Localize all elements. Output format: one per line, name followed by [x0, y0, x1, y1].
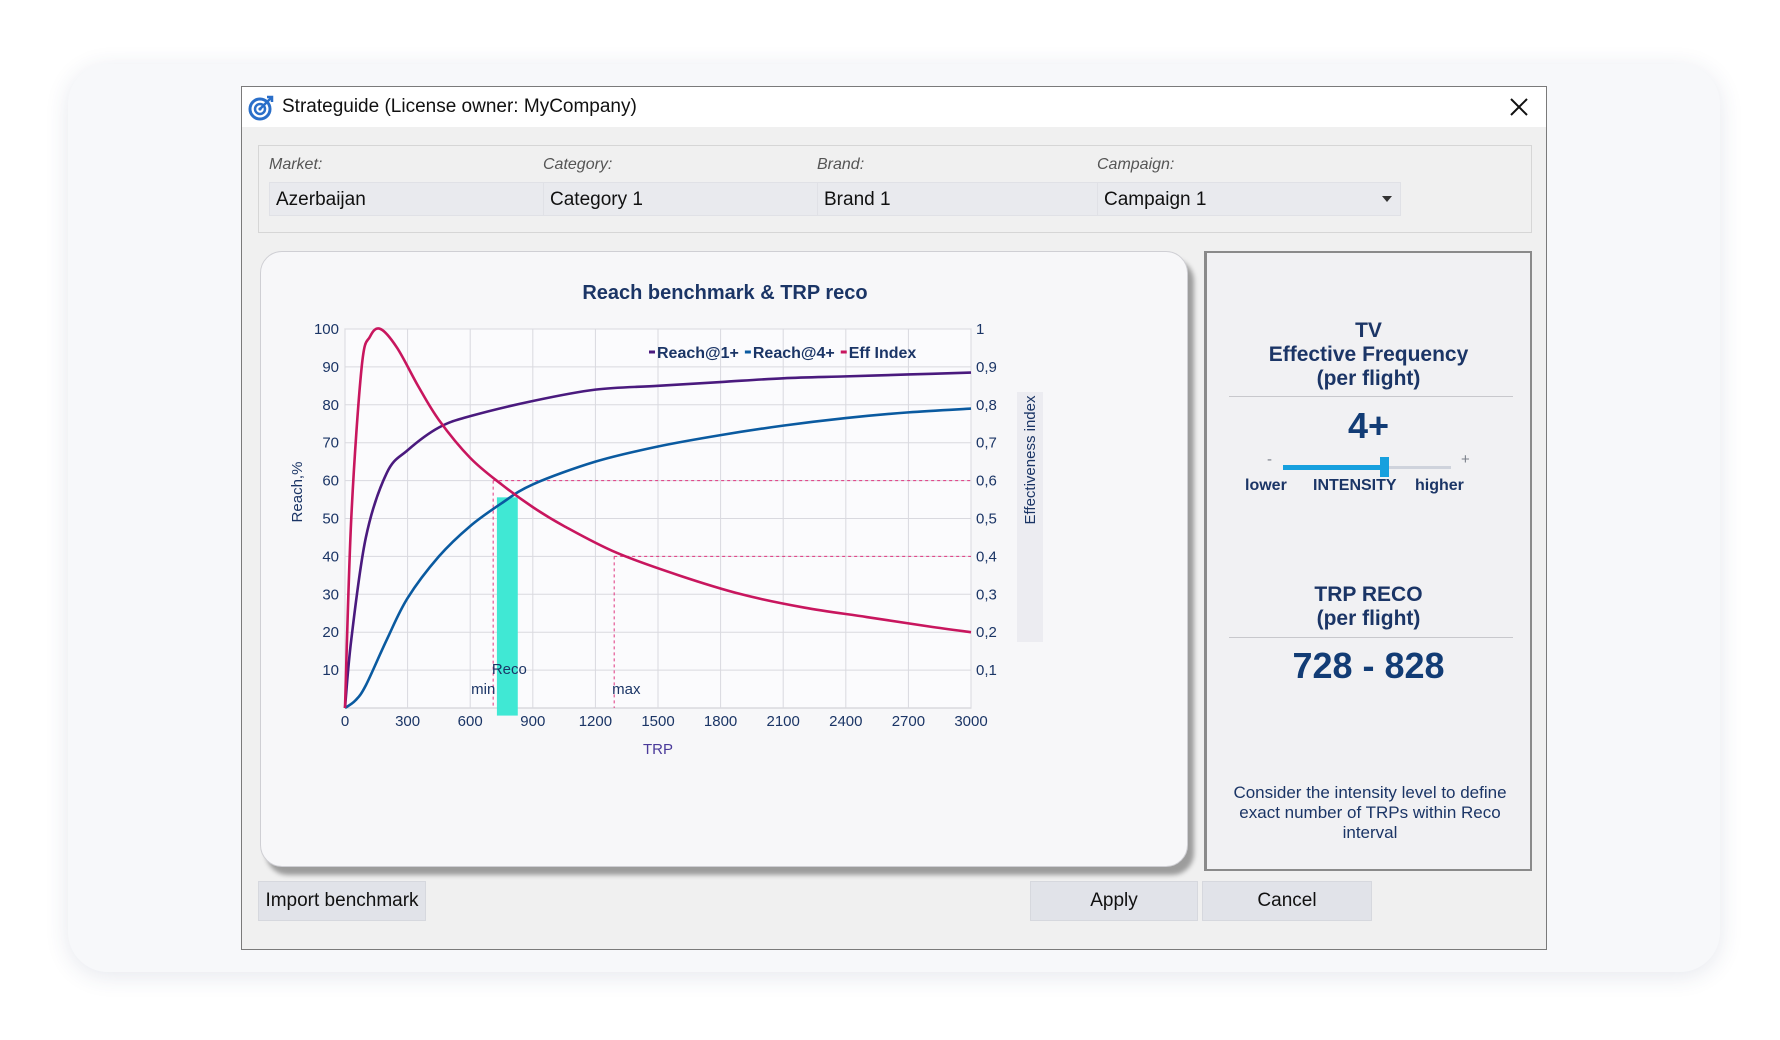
x-tick-label: 900 [520, 713, 545, 730]
x-tick-label: 1200 [579, 713, 612, 730]
campaign-label: Campaign: [1097, 156, 1175, 173]
reco-label: Reco [492, 661, 527, 678]
y-axis-label: Reach,% [289, 462, 306, 523]
slider-handle[interactable] [1379, 457, 1389, 477]
marker-label: max [612, 681, 641, 698]
y-tick-label: 50 [322, 511, 339, 528]
category-label: Category: [543, 156, 613, 173]
slider-fill [1283, 465, 1384, 470]
y2-tick-label: 0,6 [976, 473, 997, 490]
import-benchmark-button[interactable]: Import benchmark [258, 881, 426, 921]
chart-title: Reach benchmark & TRP reco [582, 282, 867, 304]
reach-chart: 0 300 600 900 1200 1500 1800 2100 2400 2700 300010… [289, 282, 1043, 758]
reco-note: Consider the intensity level to define e… [1233, 783, 1507, 842]
marker-label: min [471, 681, 495, 698]
tv-heading: TV [1355, 319, 1382, 342]
y-tick-label: 90 [322, 359, 339, 376]
y2-tick-label: 0,7 [976, 435, 997, 452]
frequency-panel: TV Effective Frequency (per flight) 4+ -… [1204, 251, 1532, 871]
slider-higher-label: higher [1415, 477, 1464, 494]
y-tick-label: 60 [322, 473, 339, 490]
series-line-reach-1- [343, 371, 972, 709]
x-tick-label: 3000 [954, 713, 987, 730]
y2-tick-label: 0,9 [976, 359, 997, 376]
trp-reco-value: 728 - 828 [1292, 645, 1445, 686]
per-flight-heading: (per flight) [1316, 367, 1421, 390]
y2-tick-label: 0,4 [976, 548, 997, 565]
y2-tick-label: 0,1 [976, 662, 997, 679]
window-title: Strateguide (License owner: MyCompany) [282, 96, 637, 117]
series-line-eff-index [343, 327, 972, 709]
x-tick-label: 2700 [892, 713, 925, 730]
strateguide-window: Strateguide (License owner: MyCompany) M… [241, 86, 1547, 950]
category-filter: Category: Category 1 [543, 156, 853, 216]
legend-entry: Eff Index [849, 345, 917, 362]
y-tick-label: 80 [322, 397, 339, 414]
brand-dropdown[interactable]: Brand 1 [817, 182, 1133, 216]
x-axis-label: TRP [643, 741, 673, 758]
apply-button[interactable]: Apply [1030, 881, 1198, 921]
y-tick-label: 70 [322, 435, 339, 452]
campaign-filter: Campaign: Campaign 1 [1097, 156, 1407, 216]
y2-tick-label: 0,8 [976, 397, 997, 414]
market-label: Market: [269, 156, 323, 173]
y-tick-label: 40 [322, 548, 339, 565]
x-tick-label: 2400 [829, 713, 862, 730]
x-tick-label: 0 [341, 713, 349, 730]
y2-axis-label: Effectiveness index [1022, 395, 1039, 524]
y2-tick-label: 1 [976, 321, 984, 338]
title-bar: Strateguide (License owner: MyCompany) [242, 87, 1546, 127]
x-tick-label: 1800 [704, 713, 737, 730]
legend-entry: Reach@4+ [753, 345, 835, 362]
category-dropdown[interactable]: Category 1 [543, 182, 853, 216]
market-value: Azerbaijan [276, 189, 366, 210]
series-line-reach-4- [344, 407, 972, 710]
trp-reco-per-flight: (per flight) [1316, 607, 1421, 630]
x-tick-label: 1500 [641, 713, 674, 730]
effective-frequency-heading: Effective Frequency [1268, 343, 1469, 366]
campaign-value: Campaign 1 [1104, 189, 1207, 210]
slider-plus: + [1461, 451, 1470, 468]
chart-panel: 0 300 600 900 1200 1500 1800 2100 2400 2700 3000 10… [260, 251, 1188, 867]
chevron-down-icon[interactable] [1374, 183, 1400, 215]
intensity-slider[interactable] [1283, 457, 1451, 477]
target-icon [248, 95, 274, 121]
y-tick-label: 20 [322, 624, 339, 641]
brand-label: Brand: [817, 156, 865, 173]
close-icon [1510, 98, 1528, 116]
campaign-dropdown[interactable]: Campaign 1 [1097, 182, 1401, 216]
trp-reco-heading: TRP RECO [1314, 583, 1423, 606]
slider-intensity-label: INTENSITY [1313, 477, 1397, 494]
y2-axis-strip [1017, 392, 1043, 642]
x-tick-label: 2100 [767, 713, 800, 730]
x-tick-label: 600 [458, 713, 483, 730]
brand-filter: Brand: Brand 1 [817, 156, 1133, 216]
slider-lower-label: lower [1245, 477, 1287, 494]
y-tick-label: 100 [314, 321, 339, 338]
market-filter: Market: Azerbaijan [269, 156, 579, 216]
y2-tick-label: 0,2 [976, 624, 997, 641]
y-tick-label: 10 [322, 662, 339, 679]
market-dropdown[interactable]: Azerbaijan [269, 182, 579, 216]
y2-tick-label: 0,5 [976, 511, 997, 528]
brand-value: Brand 1 [824, 189, 891, 210]
slider-minus: - [1267, 451, 1272, 468]
filter-bar: Market: Azerbaijan Category: Category 1 … [258, 145, 1532, 233]
divider [1229, 396, 1513, 397]
divider [1229, 637, 1513, 638]
category-value: Category 1 [550, 189, 643, 210]
y2-tick-label: 0,3 [976, 586, 997, 603]
cancel-button[interactable]: Cancel [1202, 881, 1372, 921]
reco-band [496, 497, 518, 716]
close-button[interactable] [1502, 91, 1536, 123]
legend-entry: Reach@1+ [657, 345, 739, 362]
y-tick-label: 30 [322, 586, 339, 603]
frequency-value: 4+ [1347, 405, 1390, 446]
x-tick-label: 300 [395, 713, 420, 730]
